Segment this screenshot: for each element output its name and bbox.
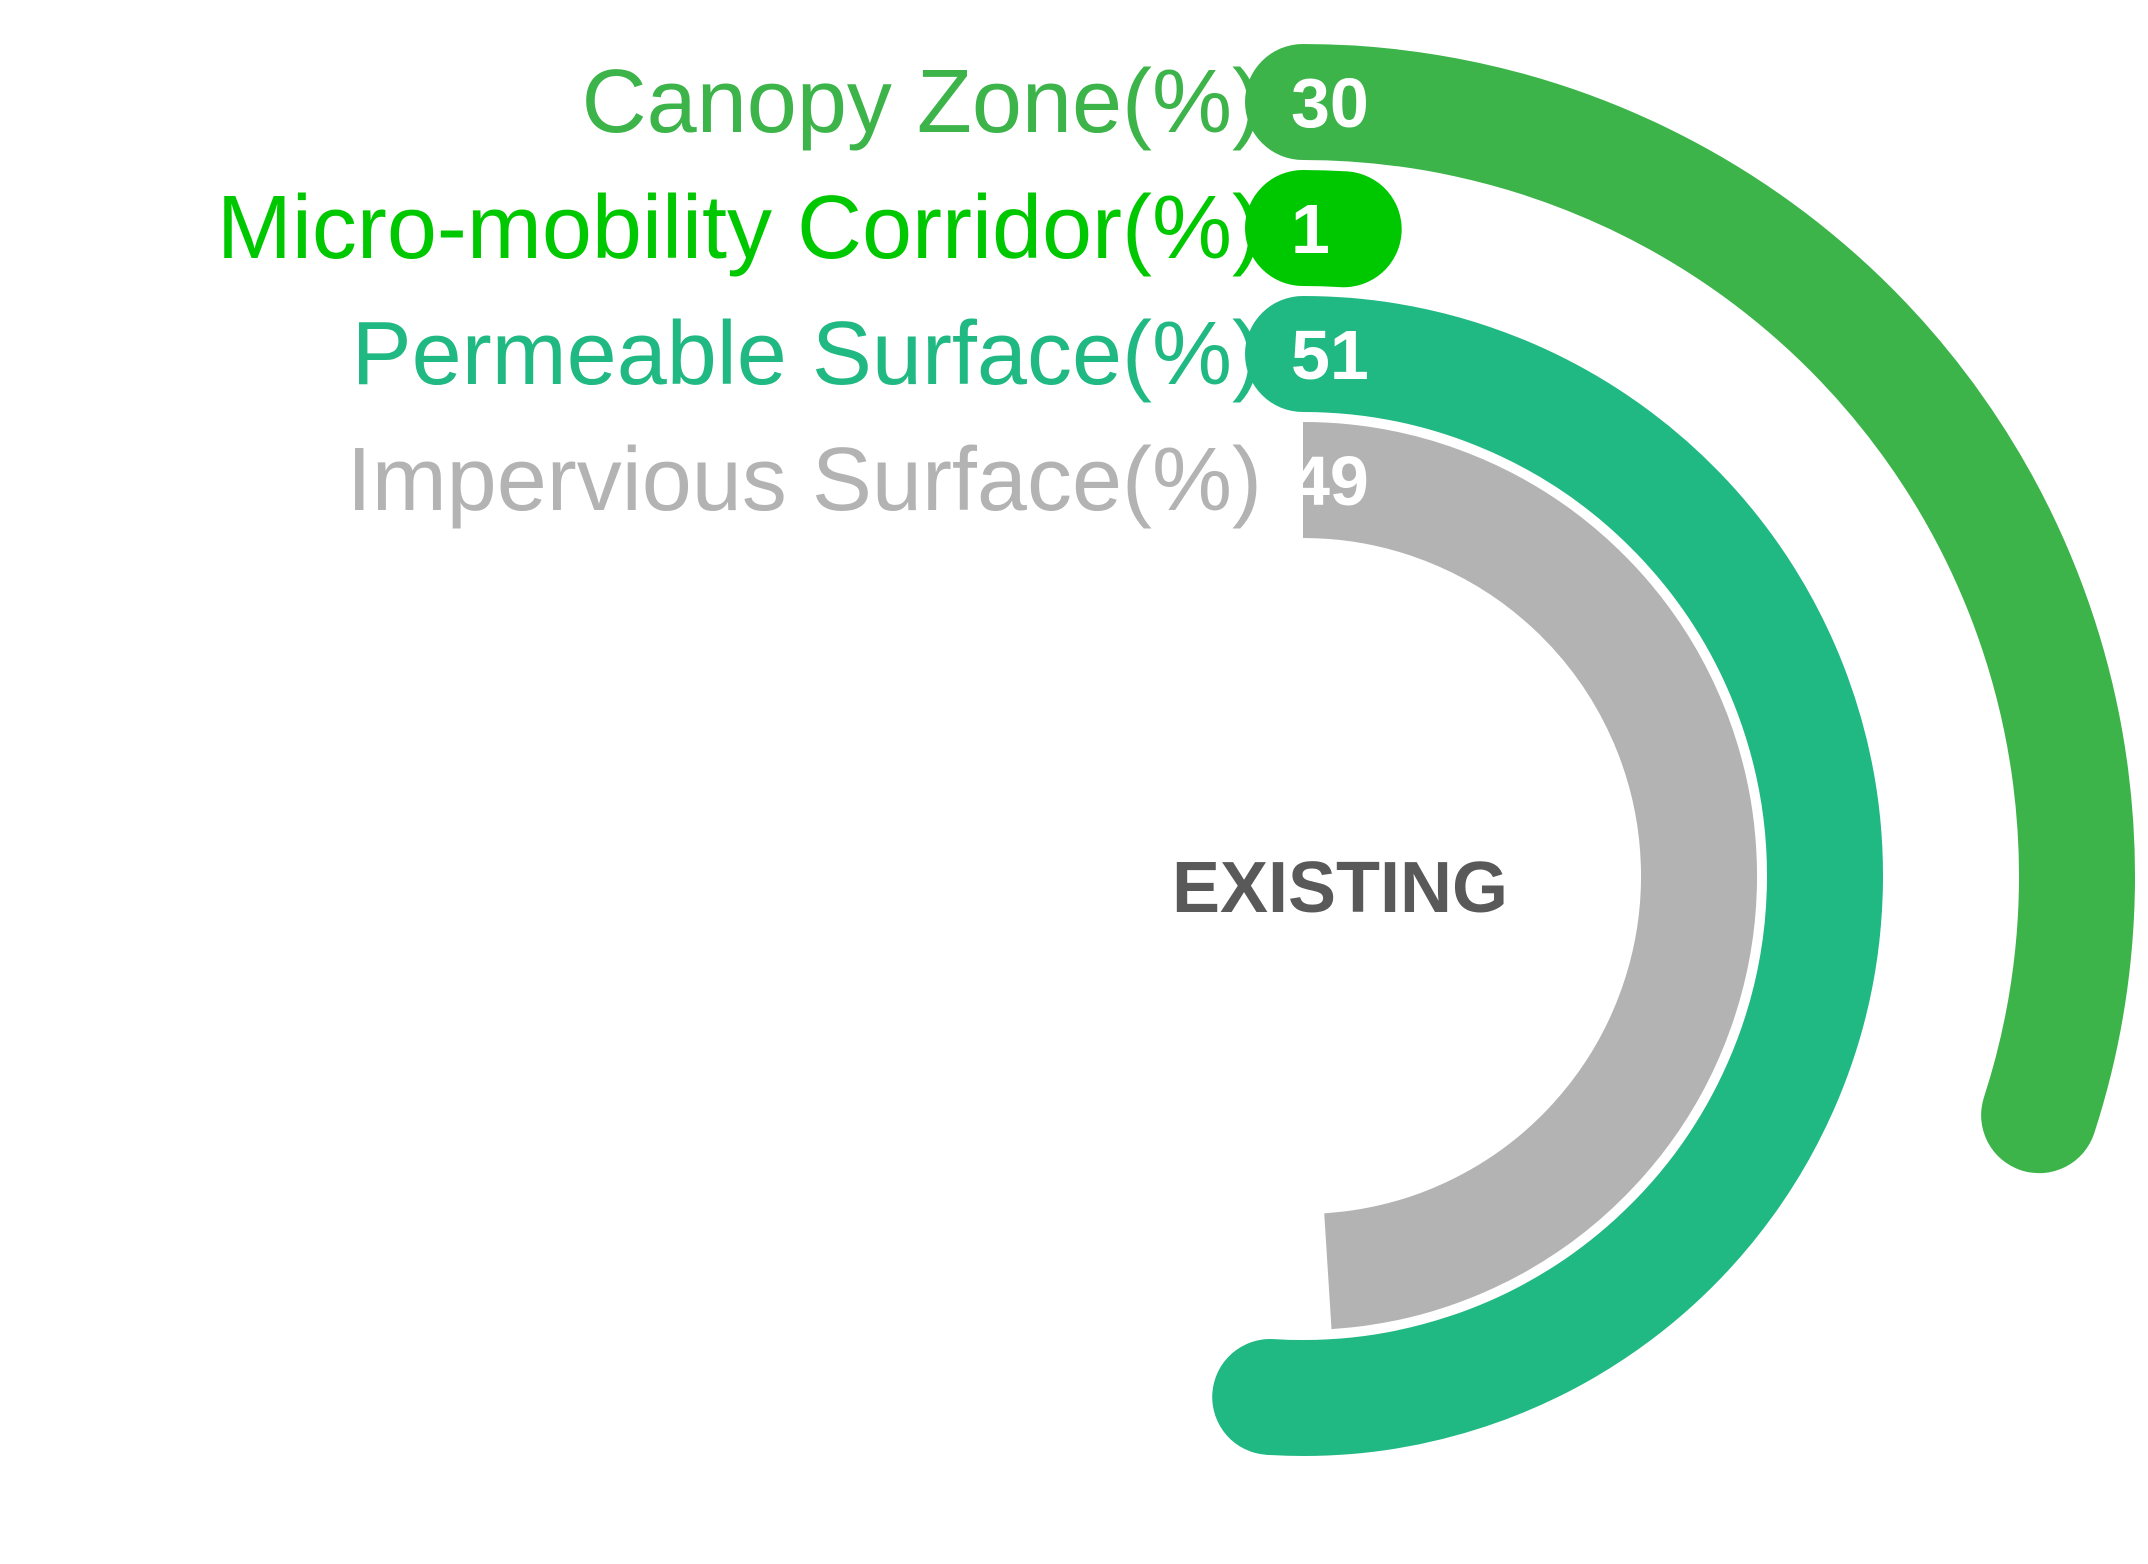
value-label-2: 1 [1291, 190, 1330, 268]
value-label-1: 30 [1291, 64, 1369, 142]
series-label-3: Permeable Surface(%) [352, 304, 1262, 404]
bar-3 [1212, 296, 1883, 1456]
bars-layer [1212, 44, 2135, 1456]
series-label-4: Impervious Surface(%) [347, 430, 1262, 530]
bar-2 [1245, 170, 1402, 288]
labels-layer: 30 Canopy Zone(%) 1 Micro-mobility Corridor… [217, 52, 1369, 530]
center-label: EXISTING [1172, 848, 1508, 928]
series-label-2: Micro-mobility Corridor(%) [217, 178, 1262, 278]
bar-4 [1302, 422, 1758, 1330]
value-label-4: 49 [1291, 442, 1369, 520]
bar-1 [1245, 44, 2135, 1174]
value-label-3: 51 [1291, 316, 1369, 394]
series-label-1: Canopy Zone(%) [582, 52, 1262, 152]
